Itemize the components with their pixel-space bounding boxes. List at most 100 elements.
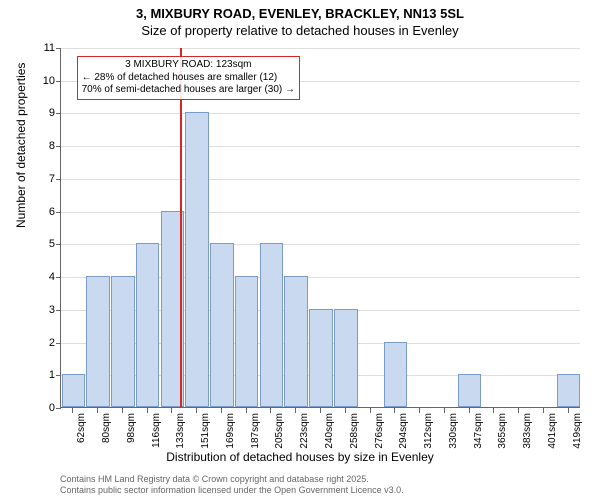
gridline — [61, 212, 580, 213]
histogram-bar — [284, 276, 308, 407]
y-tick-label: 2 — [35, 337, 55, 349]
x-tick-mark — [196, 408, 197, 413]
histogram-bar — [62, 374, 86, 407]
x-tick-mark — [122, 408, 123, 413]
x-tick-label: 276sqm — [374, 413, 385, 449]
y-tick-label: 6 — [35, 206, 55, 218]
histogram-bar — [260, 243, 284, 407]
y-tick-mark — [56, 343, 61, 344]
annotation-line: 70% of semi-detached houses are larger (… — [82, 84, 295, 97]
x-tick-mark — [444, 408, 445, 413]
footer-attribution: Contains HM Land Registry data © Crown c… — [60, 474, 404, 496]
x-tick-label: 169sqm — [225, 413, 236, 449]
y-tick-mark — [56, 212, 61, 213]
x-tick-label: 240sqm — [324, 413, 335, 449]
gridline — [61, 146, 580, 147]
y-tick-label: 11 — [35, 42, 55, 54]
y-tick-label: 3 — [35, 304, 55, 316]
y-tick-mark — [56, 375, 61, 376]
x-tick-label: 347sqm — [473, 413, 484, 449]
y-tick-label: 10 — [35, 75, 55, 87]
x-tick-mark — [518, 408, 519, 413]
x-axis-label: Distribution of detached houses by size … — [0, 450, 600, 464]
x-tick-label: 133sqm — [175, 413, 186, 449]
annotation-line: 3 MIXBURY ROAD: 123sqm — [82, 59, 295, 72]
annotation-line: ← 28% of detached houses are smaller (12… — [82, 72, 295, 85]
x-tick-label: 80sqm — [101, 413, 112, 443]
chart-title-block: 3, MIXBURY ROAD, EVENLEY, BRACKLEY, NN13… — [0, 0, 600, 38]
x-tick-label: 223sqm — [299, 413, 310, 449]
histogram-bar — [136, 243, 160, 407]
x-tick-mark — [469, 408, 470, 413]
y-tick-mark — [56, 408, 61, 409]
histogram-bar — [458, 374, 482, 407]
y-tick-label: 4 — [35, 271, 55, 283]
x-tick-mark — [270, 408, 271, 413]
x-tick-mark — [147, 408, 148, 413]
y-tick-label: 1 — [35, 369, 55, 381]
x-tick-mark — [419, 408, 420, 413]
gridline — [61, 48, 580, 49]
y-axis-label: Number of detached properties — [14, 63, 28, 228]
gridline — [61, 179, 580, 180]
x-tick-label: 294sqm — [398, 413, 409, 449]
x-tick-label: 116sqm — [151, 413, 162, 448]
x-tick-label: 383sqm — [522, 413, 533, 449]
x-tick-label: 62sqm — [76, 413, 87, 443]
x-tick-label: 312sqm — [423, 413, 434, 449]
y-tick-mark — [56, 244, 61, 245]
x-tick-mark — [295, 408, 296, 413]
y-tick-mark — [56, 310, 61, 311]
y-tick-mark — [56, 146, 61, 147]
y-tick-mark — [56, 179, 61, 180]
histogram-bar — [384, 342, 408, 407]
x-tick-mark — [568, 408, 569, 413]
x-tick-mark — [345, 408, 346, 413]
x-tick-mark — [394, 408, 395, 413]
y-tick-mark — [56, 277, 61, 278]
histogram-bar — [334, 309, 358, 407]
y-tick-label: 0 — [35, 402, 55, 414]
annotation-box: 3 MIXBURY ROAD: 123sqm← 28% of detached … — [77, 56, 300, 100]
x-tick-mark — [221, 408, 222, 413]
chart-title-line1: 3, MIXBURY ROAD, EVENLEY, BRACKLEY, NN13… — [0, 6, 600, 21]
x-tick-mark — [370, 408, 371, 413]
histogram-chart: 3 MIXBURY ROAD: 123sqm← 28% of detached … — [60, 48, 580, 408]
histogram-bar — [557, 374, 581, 407]
y-tick-label: 7 — [35, 173, 55, 185]
histogram-bar — [309, 309, 333, 407]
y-tick-mark — [56, 113, 61, 114]
plot-area: 3 MIXBURY ROAD: 123sqm← 28% of detached … — [60, 48, 580, 408]
x-tick-mark — [171, 408, 172, 413]
x-tick-mark — [493, 408, 494, 413]
x-tick-label: 419sqm — [572, 413, 583, 449]
marker-line — [180, 48, 182, 407]
y-tick-mark — [56, 48, 61, 49]
x-tick-label: 151sqm — [200, 413, 211, 449]
histogram-bar — [111, 276, 135, 407]
x-tick-label: 205sqm — [274, 413, 285, 449]
x-tick-label: 401sqm — [547, 413, 558, 449]
x-tick-label: 330sqm — [448, 413, 459, 449]
y-tick-label: 9 — [35, 107, 55, 119]
footer-line2: Contains public sector information licen… — [60, 485, 404, 496]
chart-title-line2: Size of property relative to detached ho… — [0, 23, 600, 38]
x-tick-mark — [72, 408, 73, 413]
x-tick-label: 258sqm — [349, 413, 360, 449]
x-tick-label: 98sqm — [126, 413, 137, 443]
x-tick-mark — [320, 408, 321, 413]
gridline — [61, 113, 580, 114]
footer-line1: Contains HM Land Registry data © Crown c… — [60, 474, 404, 485]
y-tick-label: 5 — [35, 238, 55, 250]
histogram-bar — [185, 112, 209, 407]
histogram-bar — [235, 276, 259, 407]
x-tick-label: 187sqm — [250, 413, 261, 449]
x-tick-label: 365sqm — [497, 413, 508, 449]
y-tick-mark — [56, 81, 61, 82]
y-tick-label: 8 — [35, 140, 55, 152]
histogram-bar — [86, 276, 110, 407]
x-tick-mark — [543, 408, 544, 413]
histogram-bar — [210, 243, 234, 407]
x-tick-mark — [246, 408, 247, 413]
x-tick-mark — [97, 408, 98, 413]
